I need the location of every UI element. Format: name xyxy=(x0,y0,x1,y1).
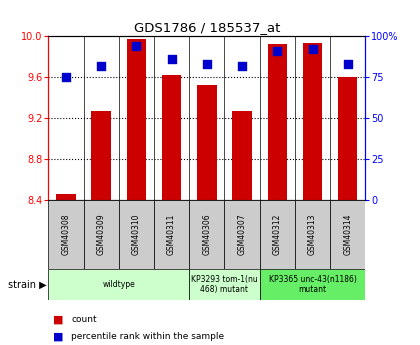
Text: KP3365 unc-43(n1186)
mutant: KP3365 unc-43(n1186) mutant xyxy=(269,275,357,294)
Bar xyxy=(295,200,330,269)
Text: GSM40307: GSM40307 xyxy=(238,214,247,255)
Bar xyxy=(162,75,181,200)
Text: GSM40313: GSM40313 xyxy=(308,214,317,255)
Point xyxy=(98,63,105,68)
Text: count: count xyxy=(71,315,97,324)
Point xyxy=(239,63,245,68)
Bar xyxy=(189,200,224,269)
Point xyxy=(309,47,316,52)
Point xyxy=(63,75,69,80)
Bar xyxy=(224,200,260,269)
Bar xyxy=(48,269,189,300)
Text: GSM40309: GSM40309 xyxy=(97,214,106,255)
Text: percentile rank within the sample: percentile rank within the sample xyxy=(71,332,225,341)
Point xyxy=(203,61,210,67)
Bar xyxy=(303,43,322,200)
Text: KP3293 tom-1(nu
468) mutant: KP3293 tom-1(nu 468) mutant xyxy=(191,275,258,294)
Bar xyxy=(84,200,119,269)
Point xyxy=(133,43,140,49)
Bar xyxy=(338,77,357,200)
Bar xyxy=(330,200,365,269)
Text: ■: ■ xyxy=(52,332,63,341)
Bar xyxy=(48,200,84,269)
Title: GDS1786 / 185537_at: GDS1786 / 185537_at xyxy=(134,21,280,34)
Text: GSM40308: GSM40308 xyxy=(61,214,71,255)
Text: GSM40314: GSM40314 xyxy=(343,214,352,255)
Bar xyxy=(119,200,154,269)
Text: GSM40311: GSM40311 xyxy=(167,214,176,255)
Text: GSM40306: GSM40306 xyxy=(202,214,211,255)
Bar xyxy=(92,111,111,200)
Bar xyxy=(260,200,295,269)
Bar xyxy=(260,269,365,300)
Text: ■: ■ xyxy=(52,315,63,325)
Bar xyxy=(197,86,217,200)
Text: strain ▶: strain ▶ xyxy=(8,280,46,289)
Bar xyxy=(189,269,260,300)
Bar xyxy=(232,111,252,200)
Text: GSM40312: GSM40312 xyxy=(273,214,282,255)
Text: GSM40310: GSM40310 xyxy=(132,214,141,255)
Point xyxy=(344,61,351,67)
Point xyxy=(168,56,175,62)
Point xyxy=(274,48,281,54)
Bar xyxy=(154,200,189,269)
Bar xyxy=(268,45,287,200)
Bar xyxy=(56,194,76,200)
Bar xyxy=(127,39,146,200)
Text: wildtype: wildtype xyxy=(102,280,135,289)
